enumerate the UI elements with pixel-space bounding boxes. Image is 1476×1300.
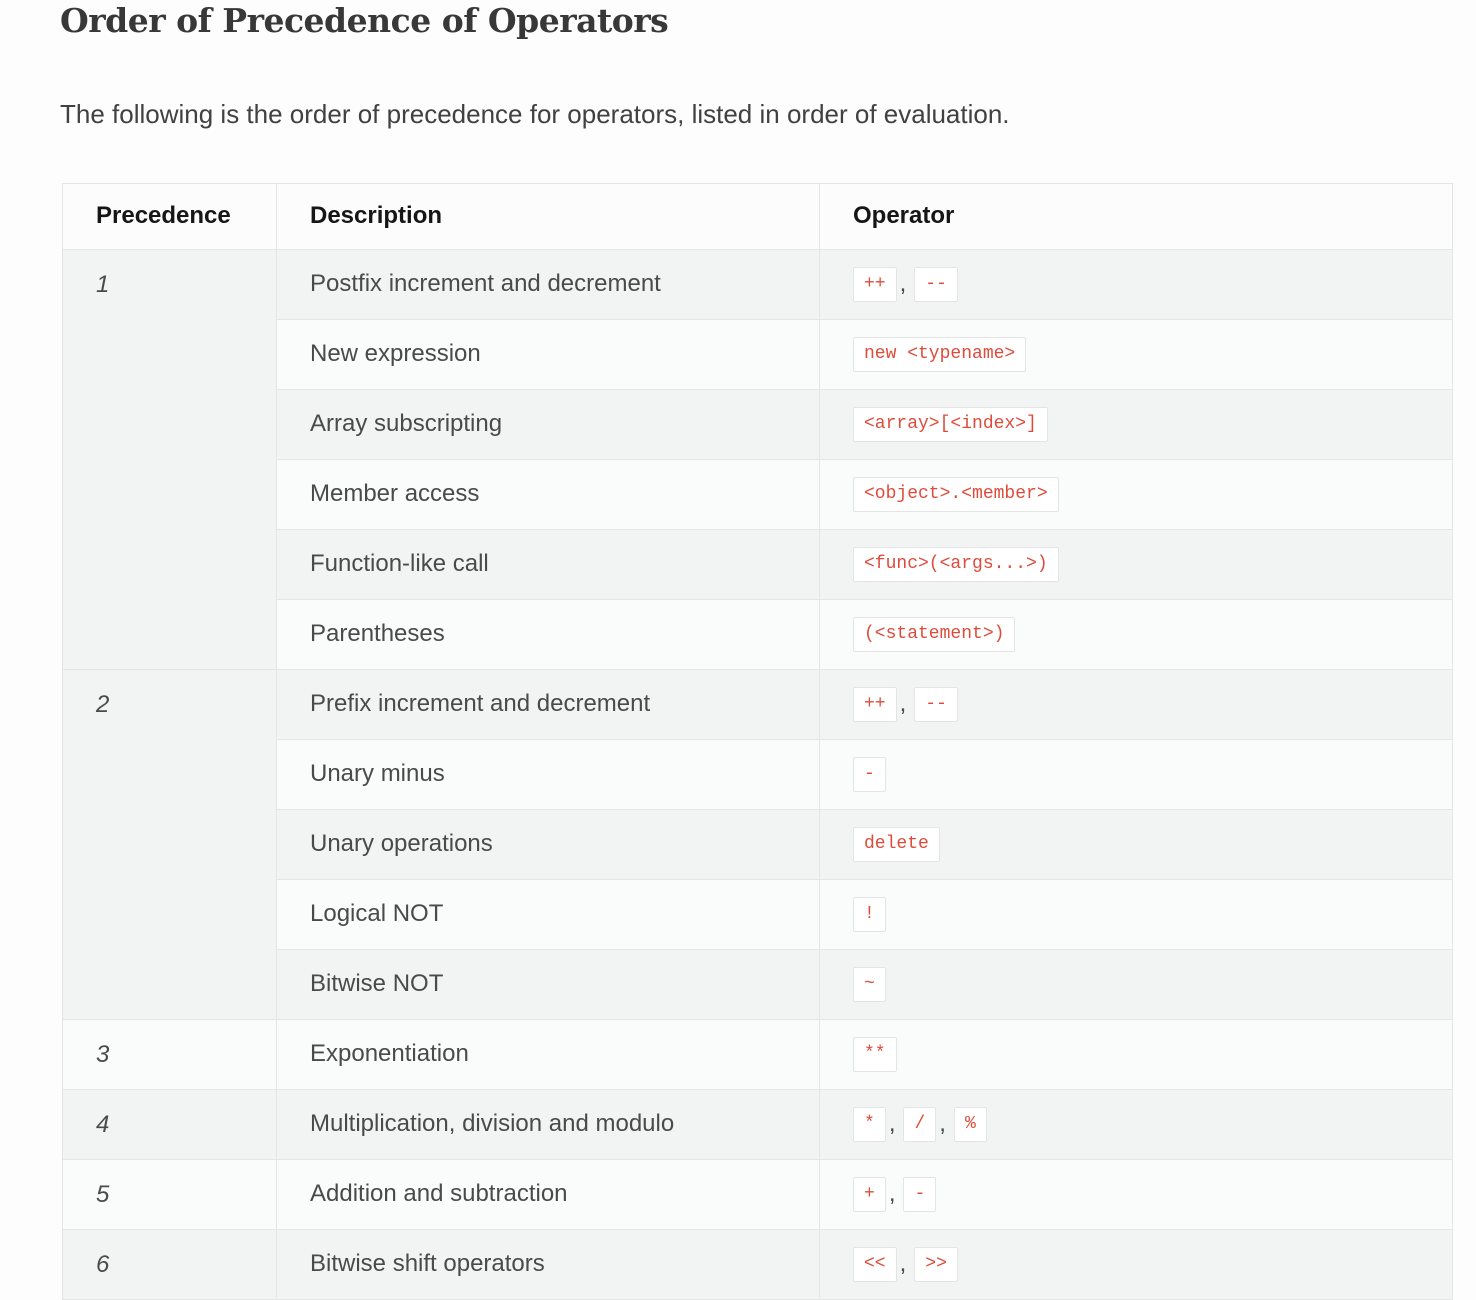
- table-row: 4 Multiplication, division and modulo *, /,…: [62, 1088, 1453, 1160]
- operator-code: delete: [853, 826, 940, 863]
- operator-cell: <object>.<member>: [819, 458, 1453, 530]
- table-row: Function-like call <func>(<args...>): [63, 528, 1453, 600]
- description-cell: New expression: [276, 318, 820, 390]
- table-row: Bitwise NOT ~: [63, 948, 1453, 1020]
- operator-code: --: [914, 266, 958, 303]
- operator-code: (<statement>): [853, 616, 1016, 653]
- precedence-cell: 2: [62, 668, 277, 1020]
- operator-code: new <typename>: [853, 336, 1027, 373]
- table-row: 1 Postfix increment and decrement ++, --: [62, 248, 1453, 670]
- page-title: Order of Precedence of Operators: [60, 1, 669, 40]
- description-cell: Logical NOT: [276, 878, 820, 950]
- col-header-description: Description: [276, 182, 820, 250]
- operator-cell: **: [819, 1018, 1453, 1090]
- table-row: Logical NOT!: [63, 878, 1453, 950]
- description-cell: Array subscripting: [276, 388, 820, 460]
- operator-code: <object>.<member>: [853, 476, 1059, 513]
- operator-code: **: [853, 1036, 897, 1073]
- operator-cell: <<, >>: [819, 1228, 1453, 1300]
- operator-code: /: [903, 1106, 937, 1143]
- description-cell: Postfix increment and decrement: [276, 248, 820, 320]
- operator-code: +: [853, 1176, 886, 1213]
- description-cell: Parentheses: [276, 598, 820, 670]
- description-cell: Bitwise NOT: [276, 948, 820, 1020]
- precedence-cell: 6: [62, 1228, 277, 1300]
- intro-text: The following is the order of precedence…: [60, 98, 1010, 129]
- description-cell: Member access: [276, 458, 820, 530]
- operator-code: ++: [853, 266, 897, 303]
- operator-cell: new <typename>: [819, 318, 1453, 390]
- operator-separator: ,: [888, 1110, 896, 1138]
- table-header-row: Precedence Description Operator: [62, 182, 1453, 250]
- operator-code: ++: [853, 686, 897, 723]
- table-row: Member access <object>.<member>: [63, 458, 1453, 530]
- operator-code: --: [914, 686, 958, 723]
- table-row: New expression new <typename>: [63, 318, 1453, 390]
- description-cell: Exponentiation: [276, 1018, 820, 1090]
- operator-cell: <array>[<index>]: [819, 388, 1453, 460]
- col-header-operator: Operator: [819, 182, 1453, 250]
- operator-cell: ++, --: [819, 248, 1453, 320]
- operator-separator: ,: [899, 1250, 907, 1278]
- operator-code: -: [853, 756, 886, 793]
- precedence-cell: 1: [62, 248, 277, 670]
- operator-cell: *, /,%: [819, 1088, 1453, 1160]
- operator-cell: delete: [819, 808, 1453, 880]
- description-cell: Prefix increment and decrement: [276, 668, 820, 740]
- table-row: 3 Exponentiation **: [62, 1018, 1453, 1090]
- precedence-cell: 5: [62, 1158, 277, 1230]
- table-row: 5 Addition and subtraction +, -: [62, 1158, 1453, 1230]
- operator-separator: ,: [899, 690, 907, 718]
- operator-code: ~: [853, 966, 886, 1003]
- table-row: 6 Bitwise shift operators <<, >>: [62, 1228, 1453, 1300]
- operator-cell: !: [819, 878, 1453, 950]
- description-cell: Unary minus: [276, 738, 820, 810]
- operator-code: %: [953, 1106, 987, 1143]
- description-cell: Function-like call: [276, 528, 820, 600]
- operator-separator: ,: [888, 1180, 896, 1208]
- description-cell: Addition and subtraction: [276, 1158, 820, 1230]
- description-cell: Multiplication, division and modulo: [276, 1088, 820, 1160]
- operator-separator: ,: [939, 1110, 946, 1138]
- operator-code: <func>(<args...>): [853, 546, 1059, 583]
- operator-code: >>: [914, 1246, 958, 1283]
- description-cell: Unary operations: [276, 808, 820, 880]
- operator-cell: +, -: [819, 1158, 1453, 1230]
- operator-cell: -: [819, 738, 1453, 810]
- operator-code: !: [853, 896, 886, 933]
- table-row: Parentheses (<statement>): [63, 598, 1453, 670]
- description-cell: Bitwise shift operators: [276, 1228, 820, 1300]
- operator-cell: ~: [819, 948, 1453, 1020]
- operator-code: -: [903, 1176, 937, 1213]
- operator-code: *: [853, 1106, 886, 1143]
- operator-precedence-table: Precedence Description Operator 1 Postfix…: [62, 182, 1453, 1300]
- operator-cell: (<statement>): [819, 598, 1453, 670]
- operator-code: <<: [853, 1246, 897, 1283]
- table-row: Unary operations delete: [63, 808, 1453, 880]
- col-header-precedence: Precedence: [62, 182, 277, 250]
- operator-code: <array>[<index>]: [853, 406, 1048, 443]
- precedence-cell: 4: [62, 1088, 277, 1160]
- precedence-cell: 3: [62, 1018, 277, 1090]
- operator-separator: ,: [899, 270, 907, 298]
- operator-cell: <func>(<args...>): [819, 528, 1453, 600]
- operator-cell: ++, --: [819, 668, 1453, 740]
- table-row: 2 Prefix increment and decrement ++, --: [62, 668, 1453, 1020]
